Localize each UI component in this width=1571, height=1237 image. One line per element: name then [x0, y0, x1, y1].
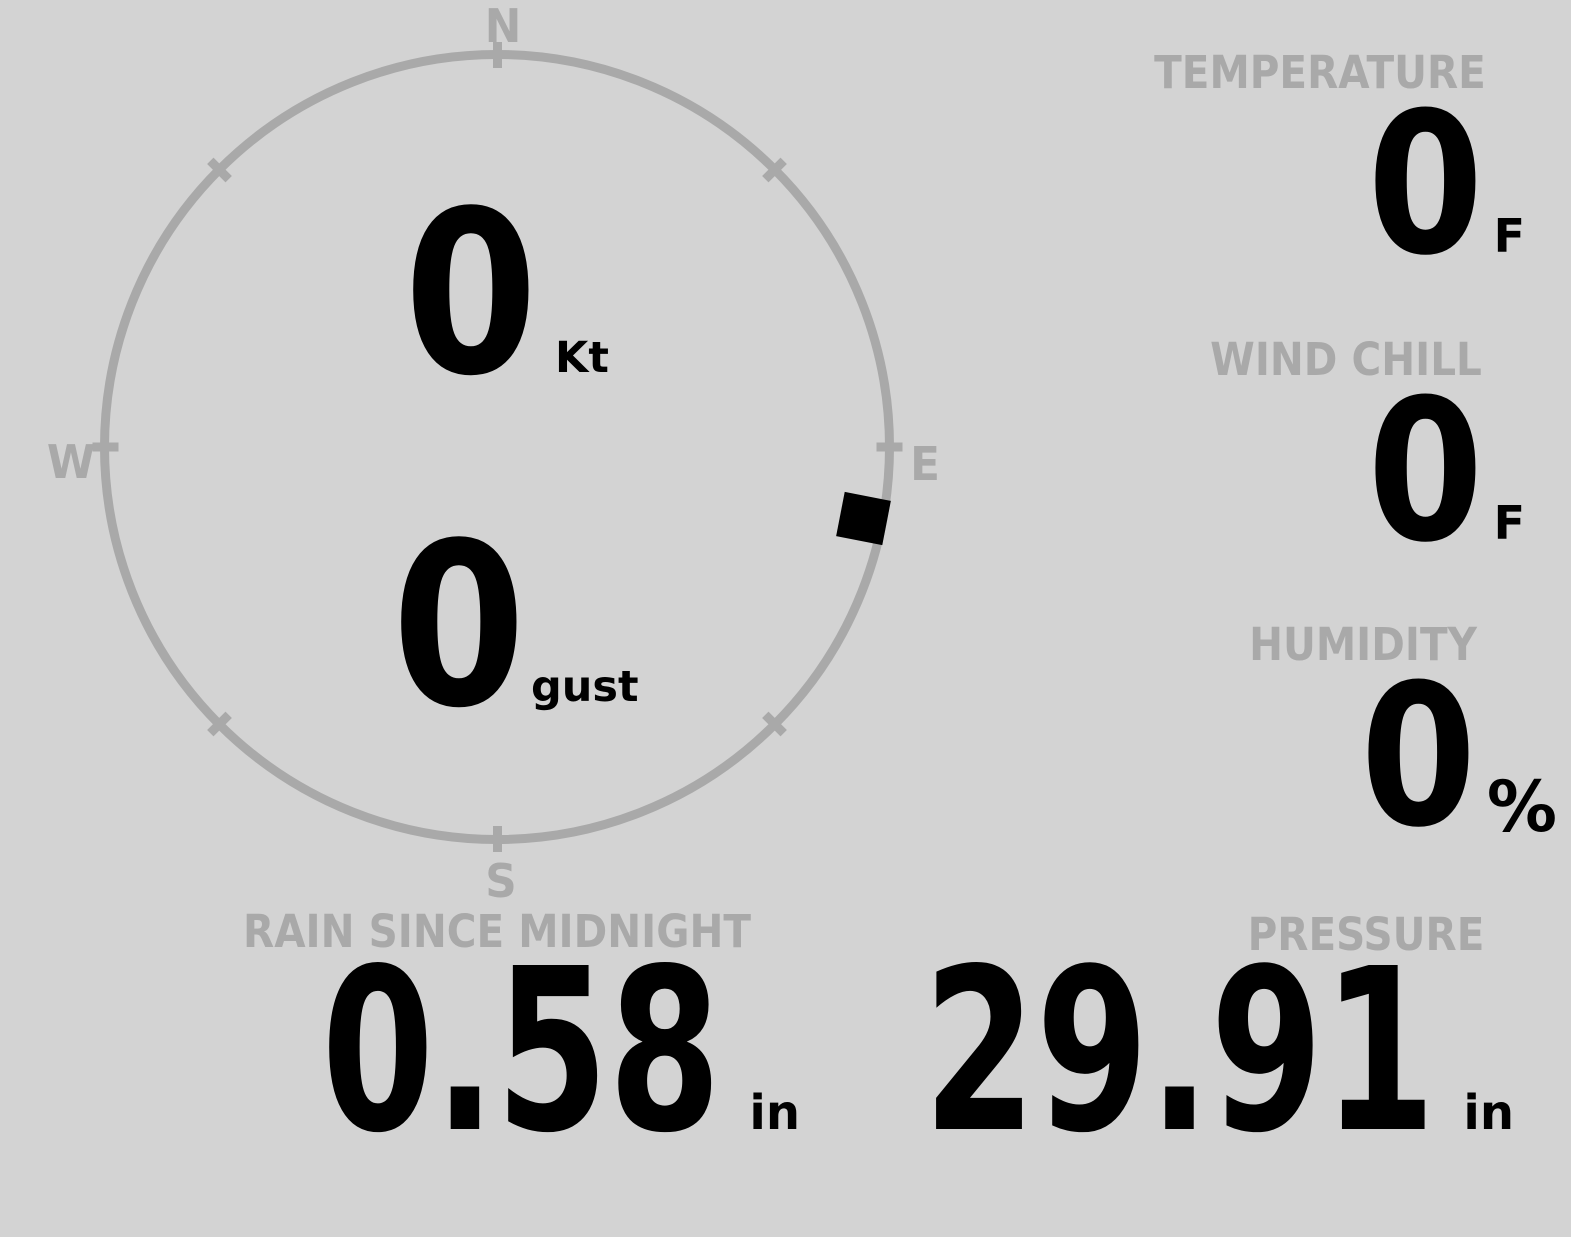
- wind-direction-marker: [835, 491, 891, 545]
- compass-tick: [492, 826, 502, 852]
- humidity-unit: %: [1486, 766, 1557, 848]
- wind-chill-value: 0: [1367, 358, 1484, 586]
- wind-chill-label: WIND CHILL: [1210, 333, 1482, 386]
- pressure-unit: in: [1463, 1085, 1514, 1141]
- rain-value: 0.58: [321, 921, 722, 1183]
- compass-tick: [492, 42, 502, 68]
- wind-speed-value: 0: [404, 163, 538, 426]
- compass-tick: [92, 442, 118, 452]
- humidity-value: 0: [1360, 643, 1477, 871]
- wind-chill-unit: F: [1493, 496, 1525, 550]
- compass-label-north: N: [484, 0, 522, 53]
- compass-label-south: S: [485, 854, 517, 908]
- pressure-value: 29.91: [922, 921, 1436, 1183]
- compass-label-west: W: [46, 435, 96, 489]
- temperature-unit: F: [1493, 209, 1525, 263]
- temperature-value: 0: [1367, 71, 1484, 299]
- rain-label: RAIN SINCE MIDNIGHT: [243, 905, 751, 958]
- wind-gust-unit: gust: [531, 662, 639, 712]
- compass-tick: [876, 442, 902, 452]
- wind-speed-unit: Kt: [555, 333, 609, 383]
- rain-unit: in: [749, 1085, 800, 1141]
- humidity-label: HUMIDITY: [1249, 618, 1477, 671]
- wind-gust-value: 0: [392, 495, 526, 758]
- temperature-label: TEMPERATURE: [1154, 46, 1486, 99]
- pressure-label: PRESSURE: [1247, 908, 1485, 961]
- compass-label-east: E: [910, 437, 940, 491]
